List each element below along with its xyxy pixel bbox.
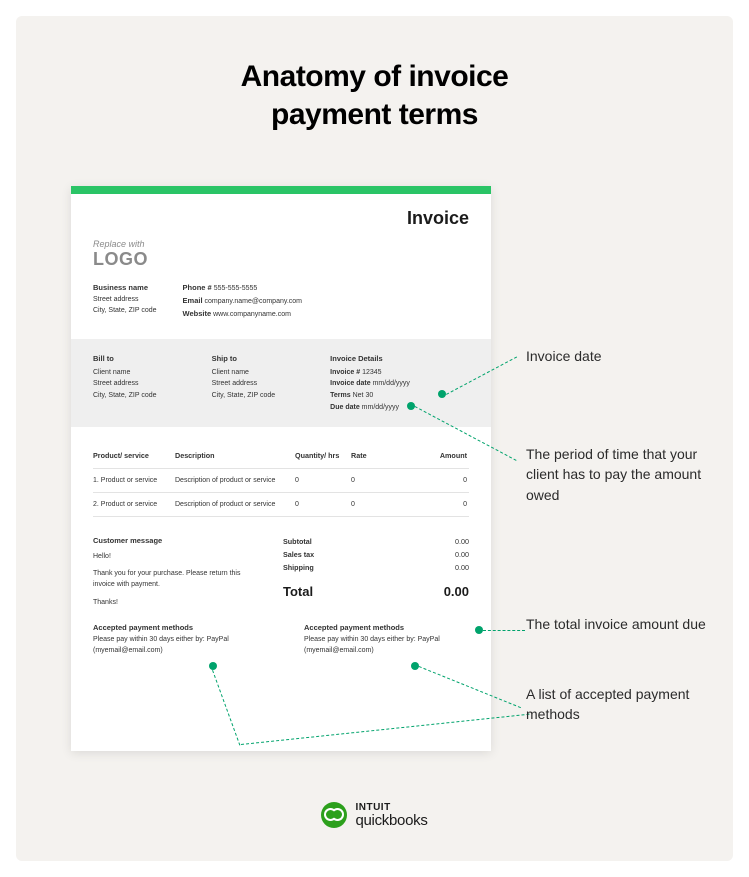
total-label: Total	[283, 584, 313, 599]
tax-label: Sales tax	[283, 550, 314, 559]
quickbooks-logo: INTUIT quickbooks	[321, 802, 427, 828]
th-rate: Rate	[351, 451, 399, 460]
totals-block: Subtotal0.00 Sales tax0.00 Shipping0.00 …	[283, 535, 469, 608]
page-title: Anatomy of invoice payment terms	[16, 16, 733, 133]
shipping-value: 0.00	[455, 563, 469, 572]
ship-to-block: Ship to Client name Street address City,…	[212, 353, 305, 414]
invoice-date-label: Invoice date	[330, 380, 370, 387]
annotation-terms: The period of time that your client has …	[526, 444, 706, 505]
business-address: Business name Street address City, State…	[93, 282, 157, 321]
title-line-1: Anatomy of invoice	[16, 58, 733, 96]
ship-to-heading: Ship to	[212, 353, 305, 365]
brand-intuit: INTUIT	[355, 803, 427, 813]
cell-rate: 0	[351, 501, 399, 508]
footer: INTUIT quickbooks	[16, 802, 733, 833]
invoice-number-label: Invoice #	[330, 369, 360, 376]
cell-amount: 0	[399, 477, 467, 484]
bill-to-city: City, State, ZIP code	[93, 390, 186, 402]
business-contact: Phone # 555-555-5555 Email company.name@…	[183, 282, 302, 321]
message-line3: Thanks!	[93, 597, 263, 608]
brand-quickbooks: quickbooks	[355, 813, 427, 828]
invoice-accent-bar	[71, 186, 491, 194]
shipping-label: Shipping	[283, 563, 314, 572]
invoice-number: 12345	[362, 369, 381, 376]
annotation-total: The total invoice amount due	[526, 614, 706, 634]
message-heading: Customer message	[93, 535, 263, 547]
accepted-body-2: Please pay within 30 days either by: Pay…	[304, 636, 440, 654]
accepted-methods-1: Accepted payment methods Please pay with…	[93, 622, 258, 657]
bill-to-block: Bill to Client name Street address City,…	[93, 353, 186, 414]
callout-dot-accepted-1	[209, 662, 217, 670]
email-value: company.name@company.com	[205, 298, 303, 305]
invoice-top: Invoice Replace with LOGO Business name …	[71, 194, 491, 321]
tax-value: 0.00	[455, 550, 469, 559]
th-product: Product/ service	[93, 451, 175, 460]
bill-to-name: Client name	[93, 367, 186, 379]
message-line1: Hello!	[93, 551, 263, 562]
accepted-methods-row: Accepted payment methods Please pay with…	[71, 608, 491, 657]
details-heading: Invoice Details	[330, 353, 469, 365]
callout-dot-total	[475, 626, 483, 634]
quickbooks-wordmark: INTUIT quickbooks	[355, 803, 427, 828]
ship-to-city: City, State, ZIP code	[212, 390, 305, 402]
cell-description: Description of product or service	[175, 501, 295, 508]
invoice-date: mm/dd/yyyy	[373, 380, 410, 387]
diagram-stage: Invoice Replace with LOGO Business name …	[71, 186, 691, 776]
table-row: 2. Product or service Description of pro…	[93, 493, 469, 517]
annotation-invoice-date: Invoice date	[526, 346, 706, 366]
invoice-terms-label: Terms	[330, 392, 351, 399]
business-contact-row: Business name Street address City, State…	[93, 282, 469, 321]
table-header: Product/ service Description Quantity/ h…	[93, 443, 469, 469]
invoice-bottom: Customer message Hello! Thank you for yo…	[71, 517, 491, 608]
bill-to-street: Street address	[93, 378, 186, 390]
logo-hint: Replace with	[93, 239, 469, 249]
accepted-heading-2: Accepted payment methods	[304, 622, 404, 634]
accepted-heading-1: Accepted payment methods	[93, 622, 193, 634]
website-value: www.companyname.com	[213, 311, 291, 318]
logo-placeholder: Replace with LOGO	[93, 239, 469, 270]
subtotal-label: Subtotal	[283, 537, 312, 546]
invoice-terms: Net 30	[353, 392, 374, 399]
bill-to-heading: Bill to	[93, 353, 186, 365]
subtotal-value: 0.00	[455, 537, 469, 546]
website-label: Website	[183, 309, 212, 318]
ship-to-name: Client name	[212, 367, 305, 379]
annotation-accepted: A list of accepted payment methods	[526, 684, 706, 725]
phone-value: 555-555-5555	[214, 285, 258, 292]
ship-to-street: Street address	[212, 378, 305, 390]
cell-qty: 0	[295, 501, 351, 508]
line-items-table: Product/ service Description Quantity/ h…	[71, 427, 491, 517]
cell-product: 2. Product or service	[93, 501, 175, 508]
business-street: Street address	[93, 296, 139, 303]
customer-message: Customer message Hello! Thank you for yo…	[93, 535, 263, 608]
phone-label: Phone #	[183, 283, 212, 292]
quickbooks-icon	[321, 802, 347, 828]
logo-text: LOGO	[93, 249, 469, 270]
th-amount: Amount	[399, 451, 467, 460]
title-line-2: payment terms	[16, 96, 733, 134]
business-city: City, State, ZIP code	[93, 307, 157, 314]
cell-product: 1. Product or service	[93, 477, 175, 484]
invoice-card: Invoice Replace with LOGO Business name …	[71, 186, 491, 751]
cell-qty: 0	[295, 477, 351, 484]
cell-description: Description of product or service	[175, 477, 295, 484]
invoice-details-block: Invoice Details Invoice # 12345 Invoice …	[330, 353, 469, 414]
business-name-label: Business name	[93, 283, 148, 292]
th-description: Description	[175, 451, 295, 460]
invoice-due-label: Due date	[330, 404, 360, 411]
accepted-methods-2: Accepted payment methods Please pay with…	[304, 622, 469, 657]
th-qty: Quantity/ hrs	[295, 451, 351, 460]
cell-rate: 0	[351, 477, 399, 484]
cell-amount: 0	[399, 501, 467, 508]
invoice-due: mm/dd/yyyy	[362, 404, 399, 411]
callout-line	[483, 630, 525, 631]
message-line2: Thank you for your purchase. Please retu…	[93, 568, 263, 590]
callout-dot-invoice-date	[438, 390, 446, 398]
invoice-heading: Invoice	[93, 208, 469, 229]
infographic-frame: Anatomy of invoice payment terms Invoice…	[16, 16, 733, 861]
accepted-body-1: Please pay within 30 days either by: Pay…	[93, 636, 229, 654]
table-row: 1. Product or service Description of pro…	[93, 469, 469, 493]
email-label: Email	[183, 296, 203, 305]
total-value: 0.00	[444, 584, 469, 599]
